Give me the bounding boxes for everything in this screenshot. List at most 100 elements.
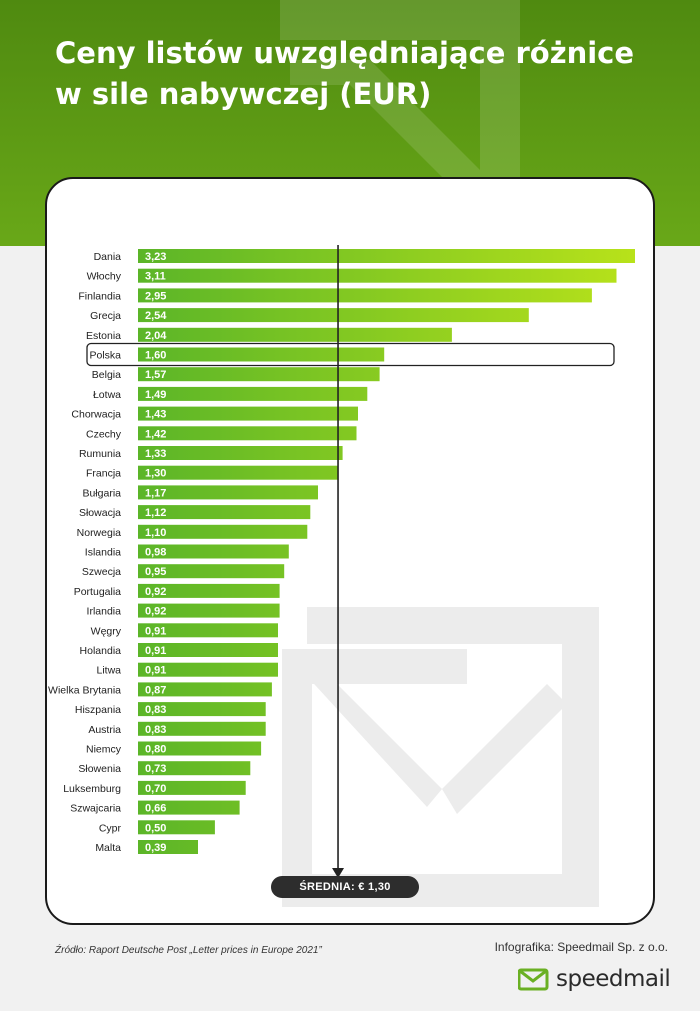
category-label: Szwecja: [82, 566, 121, 578]
bar-value-label: 0,39: [145, 842, 166, 854]
bar: [138, 485, 318, 500]
bar: [138, 426, 357, 441]
envelope-watermark-icon: [282, 607, 599, 907]
bar-value-label: 1,43: [145, 409, 166, 421]
category-label: Cypr: [99, 822, 122, 834]
bar: [138, 583, 280, 598]
bar: [138, 505, 311, 520]
category-label: Austria: [88, 724, 121, 736]
category-label: Włochy: [87, 271, 122, 283]
bar-value-label: 0,98: [145, 547, 166, 559]
bar: [138, 721, 266, 736]
category-label: Estonia: [86, 330, 121, 342]
bar-value-label: 1,12: [145, 507, 166, 519]
category-label: Litwa: [96, 665, 121, 677]
bar: [138, 249, 635, 263]
bar-value-label: 2,54: [145, 310, 167, 322]
bar: [138, 367, 380, 382]
bar-value-label: 0,92: [145, 606, 166, 618]
category-label: Irlandia: [87, 606, 122, 618]
bar-value-label: 1,49: [145, 389, 166, 401]
envelope-logo-icon: [518, 968, 549, 991]
bar: [138, 446, 343, 460]
bar-value-label: 0,87: [145, 684, 166, 696]
bar-value-label: 0,50: [145, 822, 166, 834]
category-label: Luksemburg: [63, 783, 121, 795]
category-label: Francja: [86, 468, 121, 480]
category-label: Portugalia: [74, 586, 121, 598]
bar: [138, 308, 529, 323]
bar-value-label: 1,17: [145, 487, 166, 499]
bar: [138, 268, 617, 283]
category-label: Szwajcaria: [70, 803, 121, 815]
category-label: Słowenia: [78, 763, 121, 775]
bar: [138, 347, 385, 362]
bar: [138, 840, 198, 854]
bar: [138, 288, 592, 303]
bar-value-label: 1,42: [145, 428, 166, 440]
category-label: Bułgaria: [82, 487, 121, 499]
bar: [138, 662, 278, 677]
category-label: Hiszpania: [75, 704, 121, 716]
bar: [138, 603, 280, 618]
bar-value-label: 3,11: [145, 271, 166, 283]
category-label: Belgia: [92, 369, 121, 381]
bar-value-label: 2,95: [145, 290, 166, 302]
page-title: Ceny listów uwzględniające różnice w sil…: [55, 36, 635, 111]
bar: [138, 780, 246, 795]
bar-value-label: 3,23: [145, 251, 166, 263]
bar-value-label: 2,04: [145, 330, 167, 342]
category-label: Holandia: [80, 645, 122, 657]
category-label: Łotwa: [93, 389, 121, 401]
average-arrow-icon: [332, 868, 345, 878]
category-label: Dania: [94, 251, 122, 263]
highlight-box: [86, 342, 615, 367]
category-label: Niemcy: [86, 744, 122, 756]
bar-value-label: 0,83: [145, 724, 166, 736]
credit-note: Infografika: Speedmail Sp. z o.o.: [494, 940, 668, 954]
speedmail-logo: speedmail: [518, 966, 671, 992]
bar-value-label: 0,83: [145, 704, 166, 716]
bar: [138, 564, 285, 579]
bar: [138, 820, 215, 835]
bar-value-label: 1,57: [145, 369, 166, 381]
bar-value-label: 0,91: [145, 645, 166, 657]
bar: [138, 800, 240, 815]
bar: [138, 761, 251, 776]
bar-value-label: 0,95: [145, 566, 166, 578]
chart-card: 3,23 Dania 3,11 Włochy 2,95 Finlandia 2,54 Grec…: [45, 177, 655, 925]
bar: [138, 544, 289, 559]
bar-value-label: 1,10: [145, 527, 166, 539]
category-label: Słowacja: [79, 507, 121, 519]
bar: [138, 741, 262, 756]
bar-value-label: 0,70: [145, 783, 166, 795]
bar-value-label: 0,73: [145, 763, 166, 775]
bar-value-label: 1,30: [145, 468, 166, 480]
logo-text: speedmail: [556, 966, 671, 992]
category-label: Malta: [95, 842, 121, 854]
bar: [138, 682, 272, 697]
bar-value-label: 0,91: [145, 665, 166, 677]
bar-value-label: 0,91: [145, 625, 166, 637]
bar: [138, 643, 278, 657]
bar-value-label: 0,66: [145, 803, 166, 815]
bar-value-label: 1,33: [145, 448, 166, 460]
average-label: ŚREDNIA: € 1,30: [271, 876, 419, 898]
category-label: Wielka Brytania: [48, 684, 121, 696]
category-label: Islandia: [85, 547, 121, 559]
bar: [138, 623, 278, 638]
category-label: Norwegia: [77, 527, 122, 539]
bar-value-label: 1,60: [145, 350, 166, 362]
bar: [138, 524, 308, 539]
bar: [138, 702, 266, 717]
bar: [138, 465, 338, 480]
category-label: Czechy: [86, 428, 122, 440]
bar-value-label: 0,92: [145, 586, 166, 598]
category-label: Grecja: [90, 310, 121, 322]
bar: [138, 386, 368, 401]
category-label: Polska: [89, 350, 121, 362]
source-note: Źródło: Raport Deutsche Post „Letter pri…: [55, 945, 322, 956]
bar-chart: 3,23 Dania 3,11 Włochy 2,95 Finlandia 2,54 Grec…: [48, 245, 635, 878]
bar: [138, 327, 452, 342]
category-label: Finlandia: [78, 290, 121, 302]
